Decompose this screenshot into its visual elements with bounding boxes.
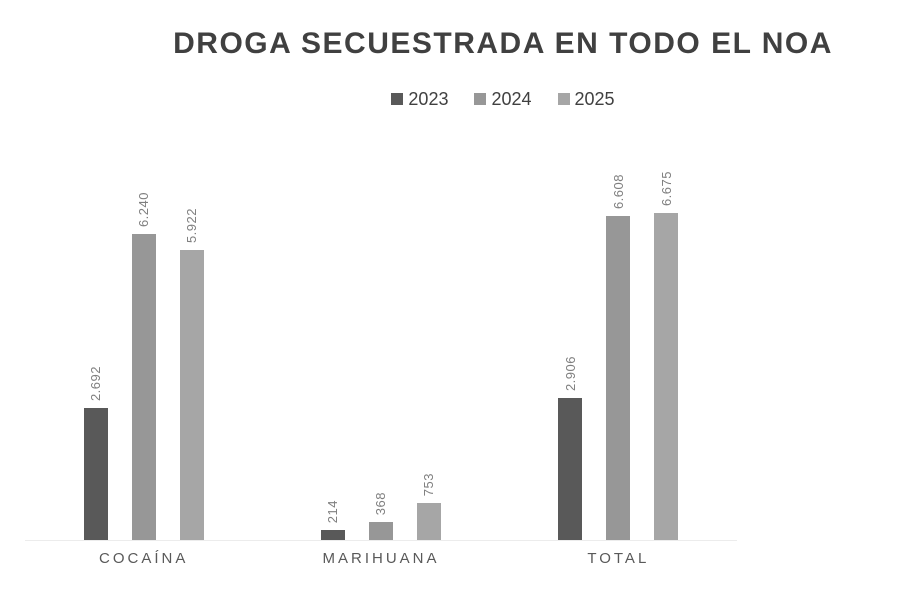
bar-2025-marihuana (416, 503, 441, 540)
bar-group-cocaina: 2.692 6.240 5.922 (25, 148, 262, 540)
legend-item-2025: 2025 (557, 88, 615, 110)
bar-2023-marihuana (320, 530, 345, 540)
bar-column-2024-marihuana: 368 (368, 148, 393, 540)
bar-2025-total (654, 213, 679, 540)
chart-title: DROGA SECUESTRADA EN TODO EL NOA (173, 27, 833, 60)
category-label-marihuana: MARIHUANA (322, 550, 440, 567)
bar-column-2024-cocaina: 6.240 (131, 148, 156, 540)
bar-column-2025-total: 6.675 (654, 148, 679, 540)
bar-value-label: 5.922 (184, 207, 200, 243)
bar-column-2023-cocaina: 2.692 (83, 148, 108, 540)
bar-value-label: 214 (325, 499, 341, 523)
legend: 2023 2024 2025 (106, 88, 900, 110)
plot-area: 2.692 6.240 5.922 214 368 753 2.906 6.608 6.675 (25, 148, 737, 541)
bar-value-label: 753 (421, 472, 437, 496)
bar-column-2023-total: 2.906 (558, 148, 583, 540)
legend-item-2024: 2024 (474, 88, 532, 110)
bar-column-2024-total: 6.608 (606, 148, 631, 540)
legend-label: 2024 (491, 88, 532, 109)
bar-2024-total (606, 216, 631, 540)
bar-group-total: 2.906 6.608 6.675 (500, 148, 737, 540)
bar-2023-total (558, 398, 583, 540)
bar-group-marihuana: 214 368 753 (262, 148, 499, 540)
bar-value-label: 2.692 (88, 365, 104, 401)
category-label-total: TOTAL (587, 550, 650, 567)
bar-column-2023-marihuana: 214 (320, 148, 345, 540)
bar-2024-marihuana (368, 522, 393, 540)
bar-value-label: 6.675 (658, 170, 674, 206)
legend-swatch-2024 (474, 93, 487, 105)
category-label-cocaina: COCAÍNA (98, 550, 189, 567)
bar-2024-cocaina (131, 234, 156, 540)
bar-value-label: 368 (373, 491, 389, 515)
legend-swatch-2023 (391, 93, 404, 105)
legend-item-2023: 2023 (391, 89, 448, 110)
bar-2023-cocaina (83, 408, 108, 540)
bar-column-2025-marihuana: 753 (416, 148, 441, 540)
bar-value-label: 6.240 (136, 191, 152, 227)
x-axis-labels: COCAÍNA MARIHUANA TOTAL (25, 550, 737, 567)
legend-label: 2023 (408, 88, 449, 109)
bar-value-label: 6.608 (610, 173, 626, 209)
bar-2025-cocaina (179, 250, 204, 540)
legend-label: 2025 (574, 88, 615, 109)
bar-value-label: 2.906 (562, 355, 578, 391)
legend-swatch-2025 (557, 93, 570, 105)
chart-header: DROGA SECUESTRADA EN TODO EL NOA 2023 202… (0, 0, 900, 110)
bar-column-2025-cocaina: 5.922 (179, 148, 204, 540)
